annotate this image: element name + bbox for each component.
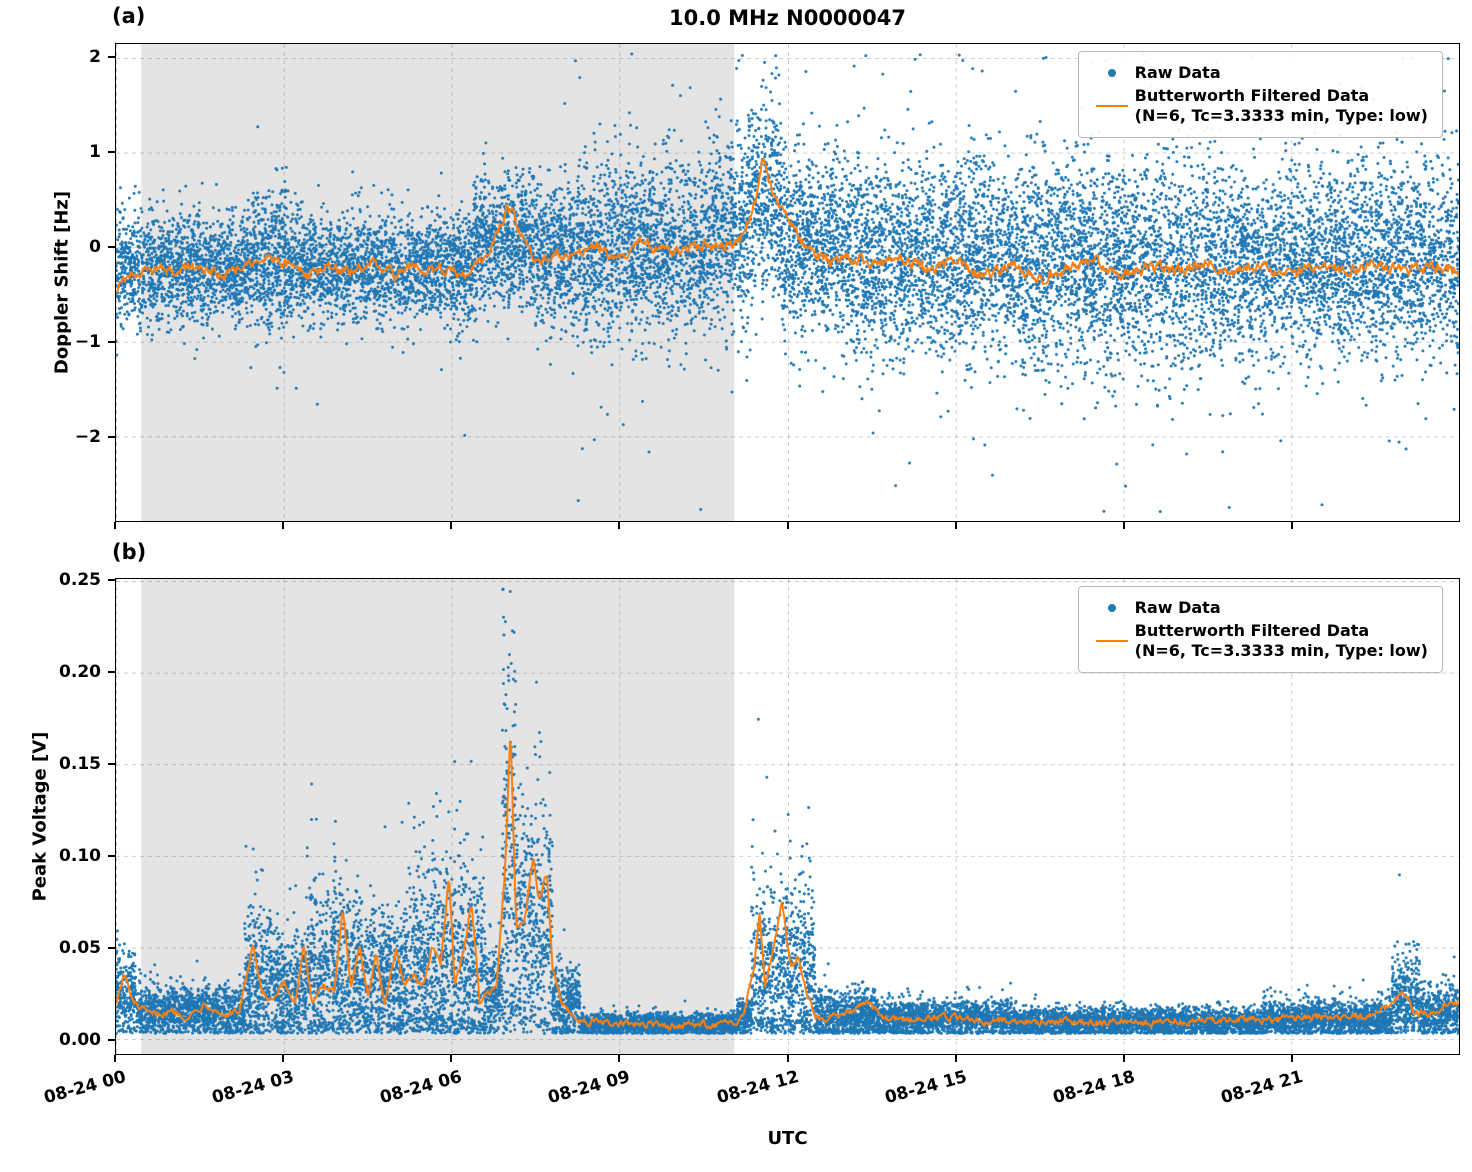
- doppler-y-tick-label: 2: [89, 47, 101, 68]
- voltage-x-tick: [450, 1055, 453, 1062]
- voltage-x-tick: [1122, 1055, 1125, 1062]
- filtered-line-icon: [1089, 105, 1135, 107]
- x-tick-label: 08-24 00: [41, 1067, 129, 1109]
- doppler-y-tick: [108, 245, 115, 248]
- doppler-x-tick: [114, 522, 116, 529]
- legend-entry-raw: Raw Data: [1089, 63, 1428, 83]
- filtered-data-label: Butterworth Filtered Data (N=6, Tc=3.333…: [1135, 86, 1428, 126]
- voltage-axes: Raw Data Butterworth Filtered Data (N=6,…: [115, 578, 1460, 1055]
- voltage-x-tick: [786, 1055, 789, 1062]
- doppler-legend: Raw Data Butterworth Filtered Data (N=6,…: [1077, 51, 1443, 138]
- x-tick-label: 08-24 21: [1218, 1067, 1306, 1109]
- raw-data-dot-icon: [1089, 69, 1135, 77]
- voltage-x-tick: [954, 1055, 957, 1062]
- x-tick-label: 08-24 18: [1050, 1067, 1137, 1109]
- raw-data-dot-icon: [1089, 604, 1135, 612]
- voltage-y-tick: [108, 946, 115, 949]
- legend-entry-filtered: Butterworth Filtered Data (N=6, Tc=3.333…: [1089, 621, 1428, 661]
- doppler-x-tick: [618, 522, 621, 529]
- voltage-y-tick-label: 0.10: [59, 845, 101, 866]
- x-tick-label: 08-24 09: [546, 1067, 633, 1109]
- doppler-y-tick-label: 0: [89, 236, 101, 257]
- filtered-data-label-line1: Butterworth Filtered Data: [1134, 86, 1370, 105]
- doppler-y-tick: [108, 151, 115, 154]
- voltage-legend: Raw Data Butterworth Filtered Data (N=6,…: [1077, 586, 1443, 673]
- doppler-y-tick: [108, 56, 115, 59]
- doppler-y-tick-label: −2: [74, 426, 101, 447]
- legend-entry-raw: Raw Data: [1089, 598, 1428, 618]
- doppler-y-tick-label: 1: [89, 142, 101, 163]
- voltage-x-tick: [1290, 1055, 1293, 1062]
- voltage-x-tick: [282, 1055, 285, 1062]
- filtered-data-label: Butterworth Filtered Data (N=6, Tc=3.333…: [1135, 621, 1428, 661]
- panel-b-label: (b): [112, 540, 147, 564]
- doppler-x-tick: [786, 522, 789, 529]
- voltage-y-tick-label: 0.00: [59, 1029, 101, 1050]
- voltage-y-axis-label: Peak Voltage [V]: [29, 731, 51, 902]
- voltage-x-tick: [618, 1055, 621, 1062]
- filtered-line-icon: [1089, 640, 1135, 642]
- doppler-axes: Raw Data Butterworth Filtered Data (N=6,…: [115, 43, 1460, 522]
- voltage-y-tick: [108, 1038, 115, 1041]
- voltage-y-tick-label: 0.15: [59, 753, 101, 774]
- x-tick-label: 08-24 03: [210, 1067, 297, 1109]
- raw-data-label: Raw Data: [1134, 598, 1221, 617]
- figure-title: 10.0 MHz N0000047: [669, 6, 906, 30]
- x-axis-label: UTC: [767, 1128, 808, 1149]
- x-tick-label: 08-24 15: [882, 1067, 969, 1109]
- doppler-x-tick: [282, 522, 285, 529]
- filtered-data-label-line1: Butterworth Filtered Data: [1134, 621, 1370, 640]
- voltage-x-tick: [114, 1055, 116, 1062]
- voltage-y-tick-label: 0.05: [59, 937, 101, 958]
- voltage-y-tick: [108, 854, 115, 857]
- doppler-x-tick: [1290, 522, 1293, 529]
- voltage-y-tick-label: 0.25: [59, 570, 101, 591]
- filtered-data-label-line2: (N=6, Tc=3.3333 min, Type: low): [1134, 641, 1428, 660]
- voltage-y-tick-label: 0.20: [59, 662, 101, 682]
- x-tick-label: 08-24 12: [714, 1067, 801, 1109]
- doppler-y-tick-label: −1: [74, 331, 101, 352]
- raw-data-label: Raw Data: [1134, 63, 1221, 82]
- filtered-data-label-line2: (N=6, Tc=3.3333 min, Type: low): [1134, 106, 1428, 125]
- doppler-x-tick: [450, 522, 453, 529]
- doppler-y-tick: [108, 435, 115, 438]
- doppler-y-axis-label: Doppler Shift [Hz]: [51, 190, 73, 375]
- voltage-y-tick: [108, 671, 115, 673]
- voltage-y-tick: [108, 762, 115, 765]
- legend-entry-filtered: Butterworth Filtered Data (N=6, Tc=3.333…: [1089, 86, 1428, 126]
- voltage-y-tick: [108, 579, 115, 582]
- doppler-x-tick: [954, 522, 957, 529]
- panel-a-label: (a): [112, 4, 146, 28]
- doppler-x-tick: [1122, 522, 1125, 529]
- doppler-y-tick: [108, 340, 115, 343]
- x-tick-label: 08-24 06: [378, 1067, 465, 1109]
